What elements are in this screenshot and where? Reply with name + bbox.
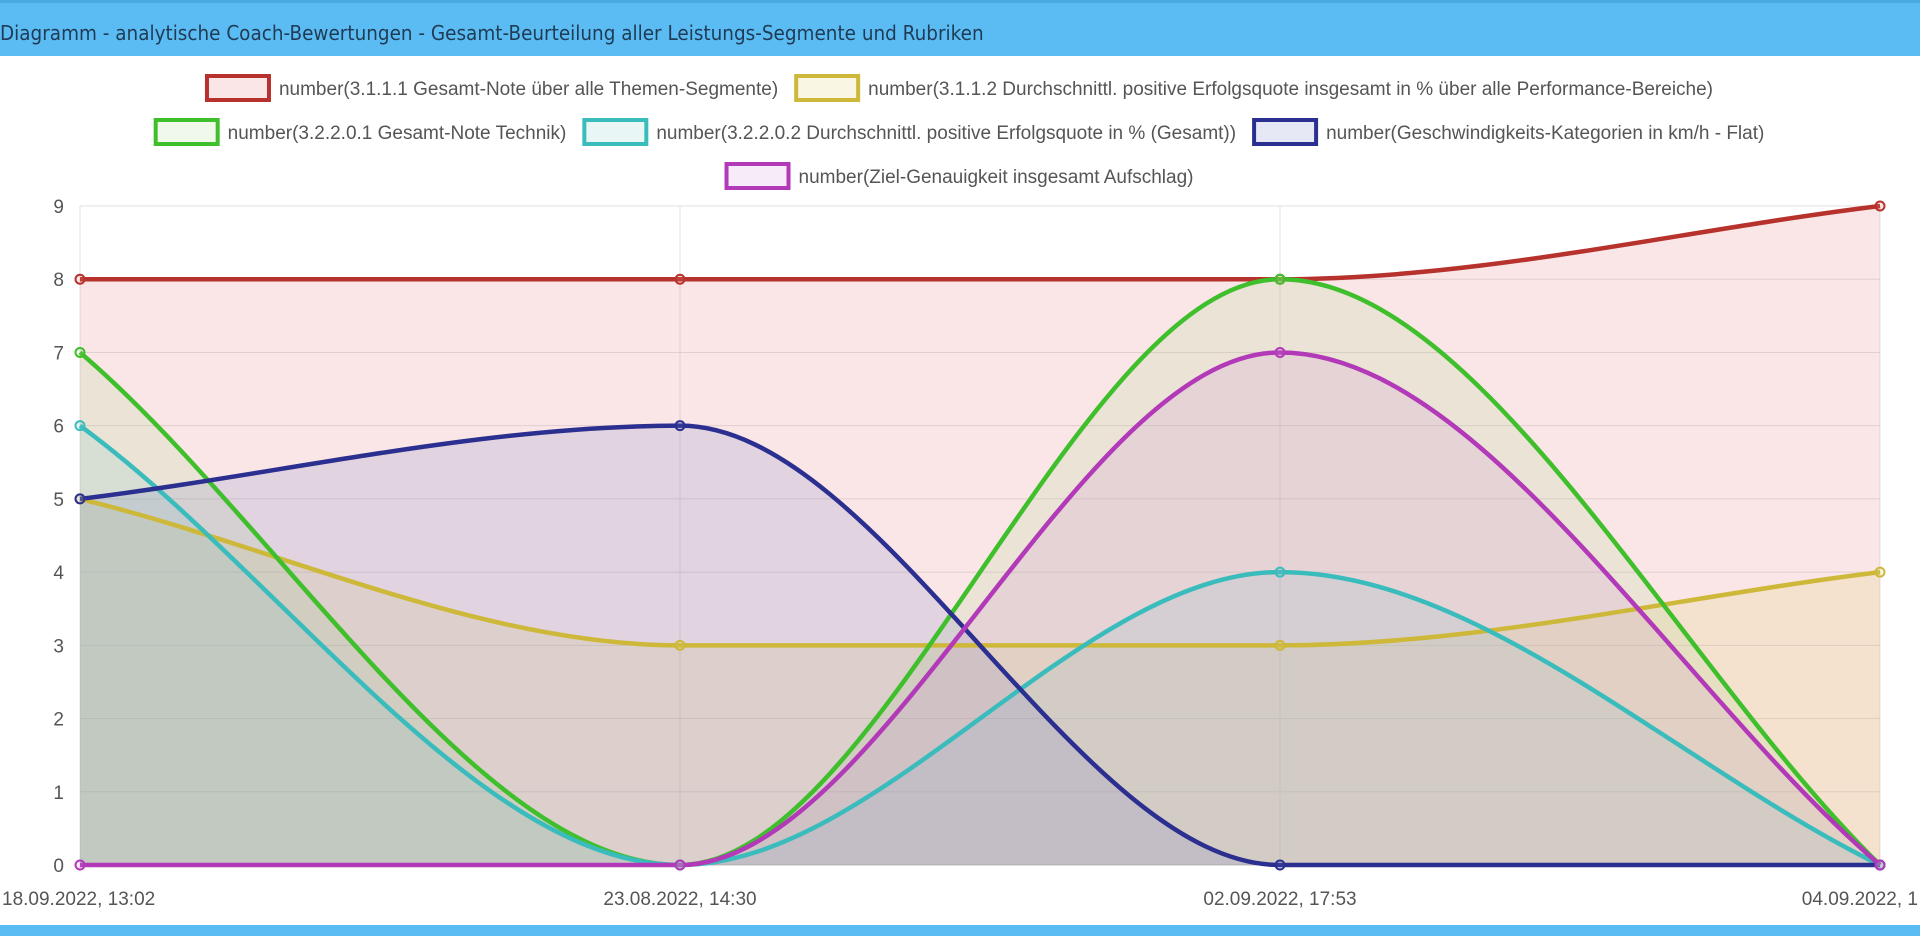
data-point[interactable] [74, 420, 86, 432]
data-point[interactable] [1874, 200, 1886, 212]
x-tick-label: 18.09.2022, 13:02 [2, 889, 155, 910]
y-tick-label: 2 [53, 710, 64, 731]
axis-ticks: 0 1 2 3 4 5 6 7 8 9 18.09.2022, 13:02 23.08.2022, 1… [2, 197, 1918, 910]
y-tick-label: 3 [53, 636, 64, 657]
legend-label[interactable]: number(3.2.2.0.2 Durchschnittl. positive… [656, 123, 1236, 144]
y-tick-label: 7 [53, 343, 64, 364]
data-point[interactable] [674, 273, 686, 285]
x-tick-label: 04.09.2022, 1 [1802, 889, 1918, 910]
legend-swatch[interactable] [724, 162, 791, 190]
y-tick-label: 8 [53, 270, 64, 291]
y-tick-label: 5 [53, 490, 64, 511]
legend: number(3.1.1.1 Gesamt-Note über alle The… [153, 74, 1764, 190]
panel-title: Diagramm - analytische Coach-Bewertungen… [0, 21, 984, 45]
series-area-0 [80, 206, 1880, 865]
legend-swatch[interactable] [204, 74, 271, 102]
series-area-3 [80, 425, 1880, 865]
x-tick-label: 23.08.2022, 14:30 [603, 889, 756, 910]
panel-header: Diagramm - analytische Coach-Bewertungen… [0, 0, 1920, 56]
x-tick-label: 02.09.2022, 17:53 [1203, 889, 1356, 910]
legend-swatch[interactable] [1252, 118, 1319, 146]
legend-swatch[interactable] [153, 118, 220, 146]
data-point[interactable] [1274, 273, 1286, 285]
legend-label[interactable]: number(Geschwindigkeits-Kategorien in km… [1326, 123, 1764, 144]
panel-footer [0, 925, 1920, 936]
data-point[interactable] [1274, 859, 1286, 871]
y-tick-label: 9 [53, 197, 64, 218]
y-tick-label: 0 [53, 856, 64, 877]
series-line-3 [78, 423, 1881, 868]
data-point[interactable] [674, 859, 686, 871]
series-area-2 [80, 279, 1880, 865]
series-line-4 [79, 423, 1880, 868]
series-line-2 [78, 276, 1882, 868]
legend-label[interactable]: number(3.1.1.1 Gesamt-Note über alle The… [279, 79, 778, 100]
data-point[interactable] [1274, 639, 1286, 651]
legend-label[interactable]: number(3.2.2.0.1 Gesamt-Note Technik) [228, 123, 567, 144]
legend-label[interactable]: number(Ziel-Genauigkeit insgesamt Aufsch… [799, 167, 1194, 188]
legend-label[interactable]: number(3.1.1.2 Durchschnittl. positive E… [868, 79, 1713, 100]
series-area-4 [80, 425, 1880, 865]
data-point[interactable] [1274, 346, 1286, 358]
data-point[interactable] [74, 493, 86, 505]
legend-swatch[interactable] [794, 74, 861, 102]
data-point[interactable] [674, 639, 686, 651]
y-tick-label: 4 [53, 563, 64, 584]
data-point[interactable] [1874, 566, 1886, 578]
data-point[interactable] [674, 420, 686, 432]
data-point[interactable] [1274, 566, 1286, 578]
data-points [74, 200, 1886, 871]
series-line-5 [80, 350, 1882, 868]
data-point[interactable] [1874, 859, 1886, 871]
line-chart: 0 1 2 3 4 5 6 7 8 9 18.09.2022, 13:02 23.08.2022, 1… [2, 74, 1918, 910]
data-point[interactable] [74, 273, 86, 285]
data-point[interactable] [74, 346, 86, 358]
y-tick-label: 1 [53, 783, 64, 804]
series-line-0 [79, 203, 1881, 282]
series-lines [78, 203, 1882, 868]
y-tick-label: 6 [53, 417, 64, 438]
area-fills [80, 206, 1880, 865]
data-point[interactable] [74, 859, 86, 871]
series-line-1 [79, 496, 1881, 648]
series-area-1 [80, 498, 1880, 865]
legend-swatch[interactable] [582, 118, 649, 146]
